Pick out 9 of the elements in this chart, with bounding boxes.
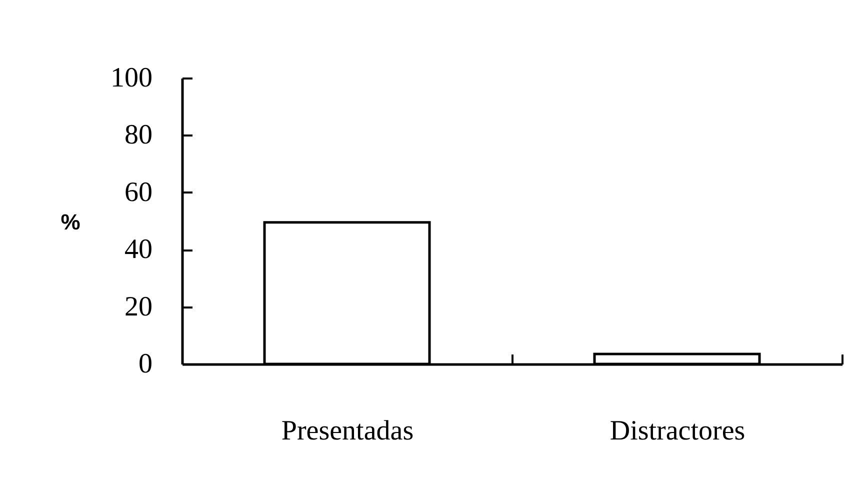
- y-tick-label: 100: [110, 62, 152, 94]
- y-axis-title: %: [60, 210, 80, 234]
- y-tick-label: 40: [124, 234, 152, 266]
- y-tick-label: 20: [124, 291, 152, 322]
- y-tick-label: 60: [124, 176, 152, 208]
- y-tick-label: 0: [138, 348, 152, 380]
- x-tick-label: Distractores: [610, 416, 746, 446]
- y-tick-label: 80: [124, 120, 152, 151]
- x-tick-label: Presentadas: [281, 416, 414, 446]
